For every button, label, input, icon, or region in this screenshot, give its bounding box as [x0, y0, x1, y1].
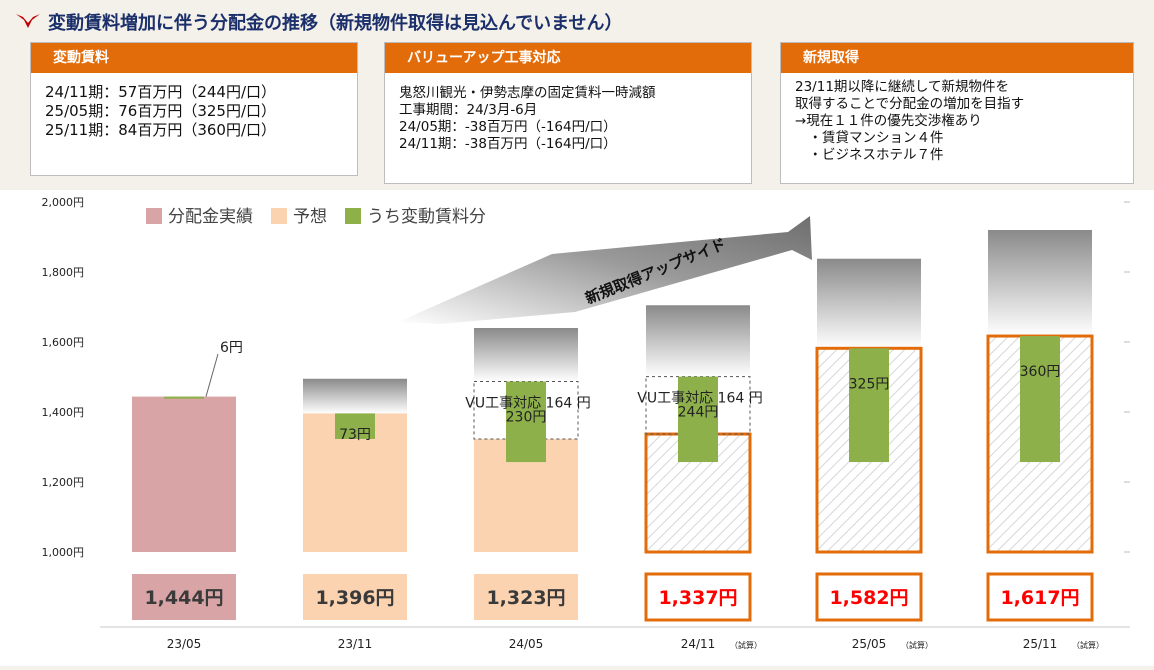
legend-swatch — [345, 208, 361, 224]
value-up-heading: バリューアップ工事対応 — [385, 43, 751, 73]
box-line: 24/05期：-38百万円（-164円/口） — [399, 119, 617, 135]
variable-rent-segment — [506, 381, 546, 463]
bird-logo-icon — [16, 14, 40, 28]
distribution-chart: 新規取得アップサイド 1,000円1,200円1,400円1,600円1,800… — [0, 190, 1154, 666]
vu-adjustment-box — [473, 381, 579, 440]
variable-rent-label: 6円 — [220, 340, 243, 356]
box-line: 取得することで分配金の増加を目指す — [795, 96, 1025, 112]
legend-label: 予想 — [293, 207, 327, 227]
distribution-value-box — [303, 574, 407, 620]
box-line: 鬼怒川観光・伊勢志摩の固定賃料一時減額 — [399, 85, 656, 101]
distribution-value-box — [132, 574, 236, 620]
y-tick-label: 1,200円 — [42, 476, 85, 489]
variable-rent-segment — [849, 348, 889, 463]
variable-rent-label: 244円 — [678, 405, 719, 421]
box-line: 24/11期：-38百万円（-164円/口） — [399, 136, 617, 152]
x-category-label: 24/11 — [681, 637, 716, 651]
variable-rent-box: 変動賃料 24/11期：57百万円（244円/口） 25/05期：76百万円（32… — [30, 42, 358, 176]
distribution-value-box — [815, 572, 923, 622]
variable-rent-label: 73円 — [339, 427, 371, 443]
variable-rent-leader — [205, 353, 219, 397]
y-tick-label: 1,400円 — [42, 406, 85, 419]
new-acquisition-body: 23/11期以降に継続して新規物件を 取得することで分配金の増加を目指す →現在１１… — [781, 73, 1133, 170]
x-category-note: （試算） — [730, 640, 762, 650]
distribution-value-label: 1,617円 — [1000, 587, 1079, 609]
variable-rent-segment — [335, 413, 375, 439]
vu-adjustment-label: VU工事対応 164 円 — [637, 391, 762, 407]
distribution-value-box — [644, 572, 752, 622]
x-category-label: 23/05 — [167, 637, 202, 651]
box-line: 23/11期以降に継続して新規物件を — [795, 79, 1009, 95]
variable-rent-body: 24/11期：57百万円（244円/口） 25/05期：76百万円（325円/口）… — [31, 73, 357, 146]
variable-rent-segment — [164, 396, 204, 399]
x-category-label: 25/11 — [1023, 637, 1058, 651]
value-up-body: 鬼怒川観光・伊勢志摩の固定賃料一時減額 工事期間：24/3月-6月 24/05期：-… — [385, 73, 751, 159]
distribution-value-label: 1,323円 — [486, 587, 565, 609]
title-row: 変動賃料増加に伴う分配金の推移（新規物件取得は見込んでいません） — [14, 6, 1144, 36]
upside-gradient-block — [646, 305, 750, 377]
distribution-value-label: 1,337円 — [658, 587, 737, 609]
variable-rent-segment — [678, 376, 718, 463]
upside-gradient-block — [988, 230, 1092, 337]
page-title: 変動賃料増加に伴う分配金の推移（新規物件取得は見込んでいません） — [48, 13, 623, 34]
box-line: 25/05期：76百万円（325円/口） — [45, 102, 276, 120]
y-tick-label: 1,600円 — [42, 336, 85, 349]
upside-gradient-block — [817, 258, 921, 349]
value-up-box: バリューアップ工事対応 鬼怒川観光・伊勢志摩の固定賃料一時減額 工事期間：24/3… — [384, 42, 752, 184]
distribution-bar — [132, 396, 236, 552]
box-line: 工事期間：24/3月-6月 — [399, 102, 538, 118]
vu-adjustment-box — [645, 376, 751, 435]
new-acquisition-heading: 新規取得 — [781, 43, 1133, 73]
variable-rent-label: 325円 — [849, 376, 890, 392]
distribution-value-box — [474, 574, 578, 620]
variable-rent-segment — [1020, 336, 1060, 463]
chart-area: 新規取得アップサイド 1,000円 1,200円 1,400円 1,600円 1,800… — [0, 190, 1154, 666]
x-category-note: （試算） — [901, 640, 933, 650]
legend-swatch — [146, 208, 162, 224]
box-line: ・ビジネスホテル７件 — [795, 147, 944, 163]
upside-gradient-block — [303, 378, 407, 414]
upside-gradient-block — [474, 328, 578, 382]
distribution-value-label: 1,582円 — [829, 587, 908, 609]
legend-label: うち変動賃料分 — [367, 207, 486, 227]
x-category-note: （試算） — [1072, 640, 1104, 650]
vu-adjustment-label: VU工事対応 164 円 — [465, 396, 590, 412]
box-line: →現在１１件の優先交渉権あり — [795, 113, 982, 129]
distribution-value-label: 1,444円 — [144, 587, 223, 609]
upside-arrow — [398, 216, 812, 324]
box-line: ・賃貸マンション４件 — [795, 130, 944, 146]
new-acquisition-box: 新規取得 23/11期以降に継続して新規物件を 取得することで分配金の増加を目指す… — [780, 42, 1134, 184]
variable-rent-label: 360円 — [1020, 364, 1061, 380]
distribution-value-box — [986, 572, 1094, 622]
variable-rent-heading: 変動賃料 — [31, 43, 357, 73]
x-category-label: 25/05 — [852, 637, 887, 651]
distribution-bar-outline — [815, 346, 923, 554]
y-tick-label: 1,000円 — [42, 546, 85, 559]
legend-label: 分配金実績 — [168, 207, 253, 227]
box-line: 25/11期：84百万円（360円/口） — [45, 121, 276, 139]
distribution-value-label: 1,396円 — [315, 587, 394, 609]
variable-rent-label: 230円 — [506, 410, 547, 426]
y-tick-label: 1,800円 — [42, 266, 85, 279]
x-category-label: 24/05 — [509, 637, 544, 651]
legend-swatch — [271, 208, 287, 224]
distribution-bar-outline — [986, 334, 1094, 554]
y-tick-label: 2,000円 — [42, 196, 85, 209]
x-category-label: 23/11 — [338, 637, 373, 651]
box-line: 24/11期：57百万円（244円/口） — [45, 83, 276, 101]
